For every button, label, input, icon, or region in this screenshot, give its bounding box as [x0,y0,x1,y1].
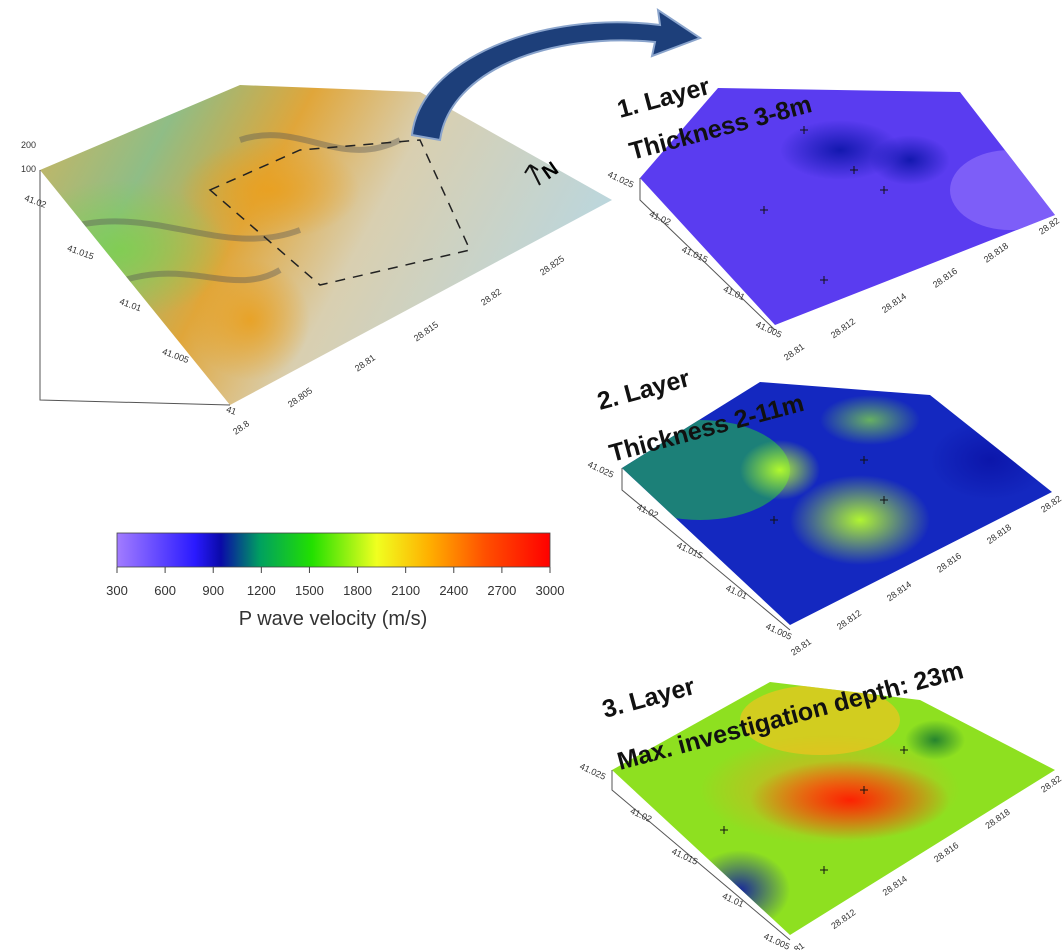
z-tick-label: 100 [21,164,36,174]
y-tick-label: 41.025 [578,761,607,782]
colorbar-tick-label: 2700 [487,583,516,598]
x-tick-label: 28.825 [538,253,566,277]
colorbar-tick-label: 3000 [536,583,565,598]
y-tick-label: 41.02 [629,806,654,825]
x-tick-label: 28.8 [231,418,251,436]
terrain-map [10,80,620,410]
colorbar-tick-label: 600 [154,583,176,598]
x-tick-label: 28.82 [479,286,503,307]
x-tick-label: 28.815 [412,319,440,343]
y-tick-label: 41 [225,404,238,417]
y-tick-label: 41.01 [724,583,749,602]
figure: N P wave velocity (m/s) 3006009001200150… [0,0,1063,950]
x-tick-label: 28.814 [881,874,909,898]
x-tick-label: 28.812 [829,316,857,340]
y-tick-label: 41.025 [586,459,615,480]
y-tick-label: 41.015 [670,846,699,867]
y-tick-label: 41.005 [764,621,793,642]
y-tick-label: 41.01 [118,296,143,313]
colorbar-tick-label: 2100 [391,583,420,598]
x-tick-label: 28.814 [885,579,913,603]
x-tick-label: 28.812 [835,608,863,632]
x-tick-label: 28.818 [982,241,1010,265]
z-tick-label: 200 [21,140,36,150]
x-tick-label: 28.81 [782,341,806,362]
y-tick-label: 41.005 [762,931,791,950]
colorbar-tick-label: 1500 [295,583,324,598]
x-tick-label: 28.816 [931,266,959,290]
x-tick-label: 28.805 [286,385,314,409]
x-tick-label: 28.818 [985,522,1013,546]
y-tick-label: 41.02 [648,209,673,228]
x-tick-label: 28.812 [829,907,857,931]
colorbar-tick-label: 1800 [343,583,372,598]
x-tick-label: 28.81 [353,352,377,373]
x-tick-label: 28.814 [880,291,908,315]
colorbar-label: P wave velocity (m/s) [239,608,428,630]
y-tick-label: 41.02 [635,502,660,521]
y-tick-label: 41.015 [675,540,704,561]
y-tick-label: 41.02 [23,193,48,210]
layer-2-map [610,375,1060,630]
x-tick-label: 28.816 [935,551,963,575]
colorbar [117,533,550,567]
y-tick-label: 41.01 [721,891,746,910]
layer-title: 3. Layer [599,672,698,724]
y-tick-label: 41.025 [606,169,635,190]
layer-title: 2. Layer [594,364,693,416]
y-tick-label: 41.015 [66,243,95,262]
colorbar-tick-label: 2400 [439,583,468,598]
colorbar-tick-label: 300 [106,583,128,598]
x-tick-label: 28.81 [789,636,813,657]
layer-1-map [630,80,1063,330]
colorbar-tick-label: 900 [202,583,224,598]
colorbar-tick-label: 1200 [247,583,276,598]
